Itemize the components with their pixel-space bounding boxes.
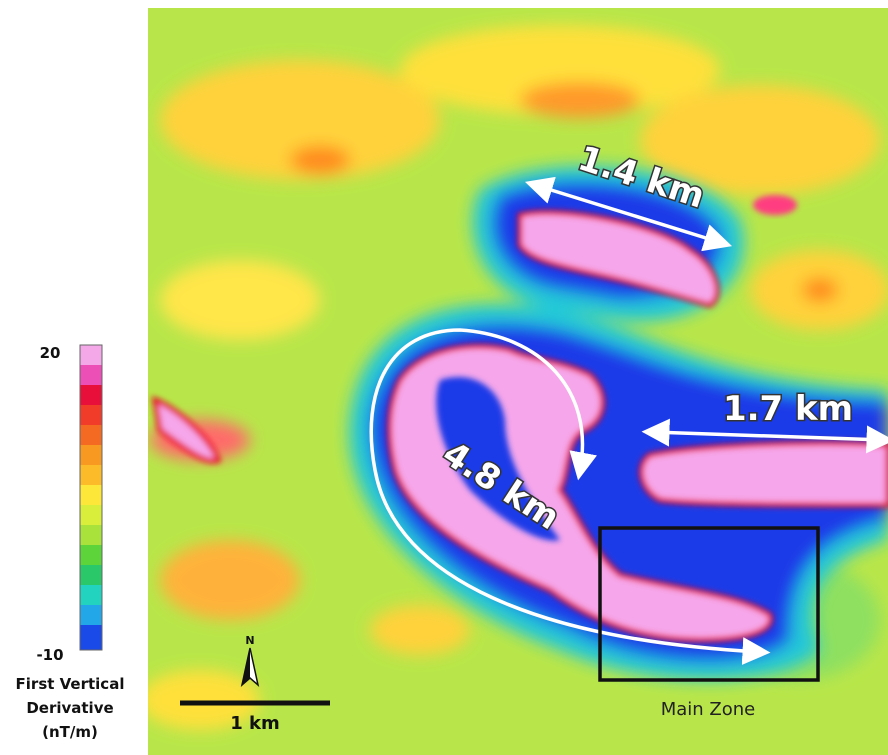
legend-title: (nT/m) xyxy=(42,723,98,741)
north-label: N xyxy=(245,634,254,647)
legend-title: Derivative xyxy=(26,699,113,717)
scale-label: 1 km xyxy=(230,713,280,734)
legend-min: -10 xyxy=(36,646,63,664)
legend-max: 20 xyxy=(40,344,61,362)
legend-title: First Vertical xyxy=(16,675,125,693)
zone-label: Main Zone xyxy=(661,699,756,720)
map-figure: 1.4 km 1.7 km 4.8 km Main Zone 1 km N 20… xyxy=(0,0,888,755)
annotation: 1.7 km xyxy=(723,389,853,429)
color-bar xyxy=(80,345,102,650)
